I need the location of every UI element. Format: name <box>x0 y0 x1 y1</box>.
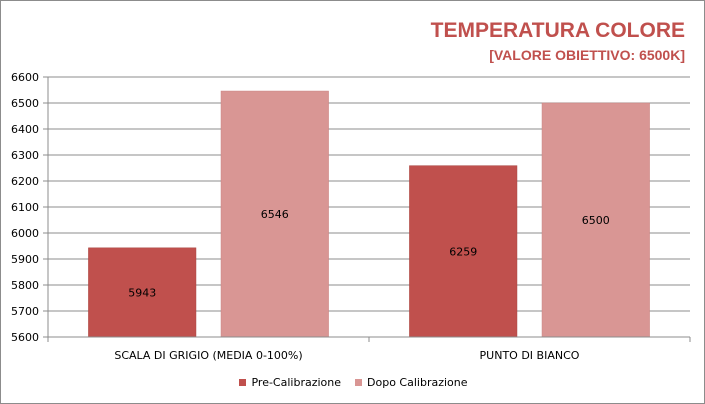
category-label: PUNTO DI BIANCO <box>480 349 580 362</box>
data-label: 5943 <box>128 286 156 299</box>
chart-subtitle: [VALORE OBIETTIVO: 6500K] <box>489 47 685 63</box>
legend-item: Dopo Calibrazione <box>355 376 468 389</box>
legend-swatch <box>239 379 247 386</box>
bar <box>88 247 197 338</box>
y-tick-label: 6100 <box>11 201 39 214</box>
y-tick-label: 5700 <box>11 305 39 318</box>
bar <box>541 102 650 338</box>
legend-item: Pre-Calibrazione <box>239 376 341 389</box>
y-tick-label: 5900 <box>11 253 39 266</box>
labels: 5600 5700 5800 5900 6000 6100 6200 6300 6400 6500… <box>11 71 610 362</box>
data-label: 6259 <box>449 245 477 258</box>
data-label: 6546 <box>261 208 289 221</box>
axes <box>43 76 691 342</box>
legend-label: Pre-Calibrazione <box>251 376 342 389</box>
legend: Pre-Calibrazione Dopo Calibrazione <box>1 376 705 389</box>
legend-swatch <box>355 379 363 386</box>
y-tick-label: 5600 <box>11 331 39 344</box>
data-label: 6500 <box>582 214 610 227</box>
y-tick-label: 6300 <box>11 149 39 162</box>
y-tick-label: 6600 <box>11 71 39 84</box>
y-tick-label: 6200 <box>11 175 39 188</box>
bars <box>88 90 650 338</box>
chart-title: TEMPERATURA COLORE <box>430 19 685 42</box>
y-tick-label: 6400 <box>11 123 39 136</box>
category-label: SCALA DI GRIGIO (MEDIA 0-100%) <box>114 349 302 362</box>
y-tick-label: 6500 <box>11 97 39 110</box>
y-tick-label: 6000 <box>11 227 39 240</box>
legend-label: Dopo Calibrazione <box>367 376 468 389</box>
bar <box>409 165 518 338</box>
y-tick-label: 5800 <box>11 279 39 292</box>
